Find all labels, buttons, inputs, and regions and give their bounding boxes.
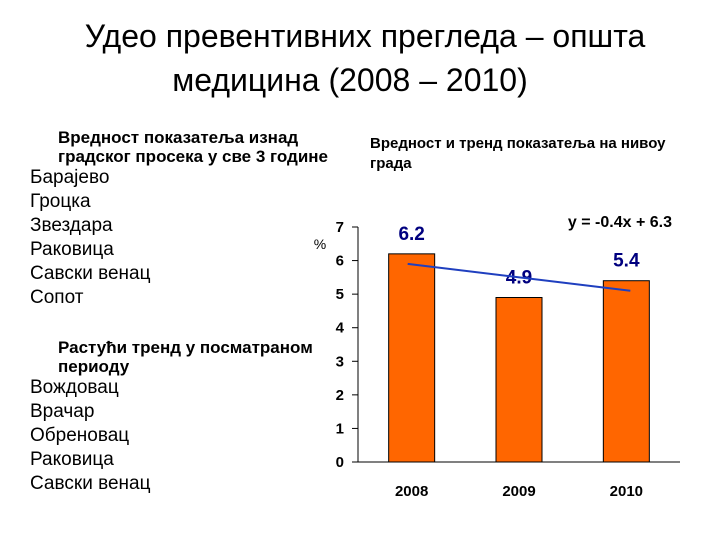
x-tick-label: 2010 (610, 483, 643, 500)
chart-heading: Вредност и тренд показатеља на нивоу гра… (370, 135, 666, 172)
list-item: Обреновац (30, 425, 130, 446)
title-line-2: медицина (2008 – 2010) (172, 62, 528, 98)
list-item: Раковица (30, 239, 114, 260)
slide-title: Удео превентивних прегледа – општа медиц… (0, 14, 720, 102)
y-tick-label: 6 (336, 253, 344, 270)
title-line-1: Удео превентивних прегледа – општа (84, 18, 646, 54)
trendline (407, 262, 631, 292)
x-tick-label: 2009 (502, 483, 535, 500)
list-item: Гроцка (30, 191, 91, 212)
group2-heading: Растући тренд у посматраном периоду (58, 338, 313, 376)
trendline-equation: y = -0.4x + 6.3 (568, 214, 672, 231)
y-tick-label: 7 (336, 219, 344, 236)
list-item: Звездара (30, 215, 113, 236)
bar (388, 253, 436, 463)
group1-heading: Вредност показатеља изнад градског просе… (58, 128, 329, 166)
y-tick-label: 2 (336, 387, 344, 404)
list-item: Сопот (30, 287, 84, 308)
y-axis-unit-label: % (314, 236, 326, 252)
left-panel: Вредност показатеља изнад градског просе… (30, 128, 350, 496)
y-tick-label: 0 (336, 454, 344, 471)
y-tick-label: 3 (336, 353, 344, 370)
list-item: Врачар (30, 401, 95, 422)
data-label: 5.4 (613, 251, 640, 272)
data-label: 6.2 (398, 224, 424, 245)
group1-list: Барајево Гроцка Звездара Раковица Савски… (30, 166, 350, 310)
bar (602, 280, 650, 463)
x-tick-label: 2008 (395, 483, 428, 500)
list-item: Савски венац (30, 473, 151, 494)
list-item: Савски венац (30, 263, 151, 284)
y-tick-label: 5 (336, 286, 344, 303)
list-item: Барајево (30, 167, 110, 188)
list-item: Вождовац (30, 377, 119, 398)
list-item: Раковица (30, 449, 114, 470)
y-tick-label: 4 (336, 320, 345, 337)
group2-list: Вождовац Врачар Обреновац Раковица Савск… (30, 376, 350, 496)
y-tick-label: 1 (336, 420, 344, 437)
bar (495, 297, 543, 463)
